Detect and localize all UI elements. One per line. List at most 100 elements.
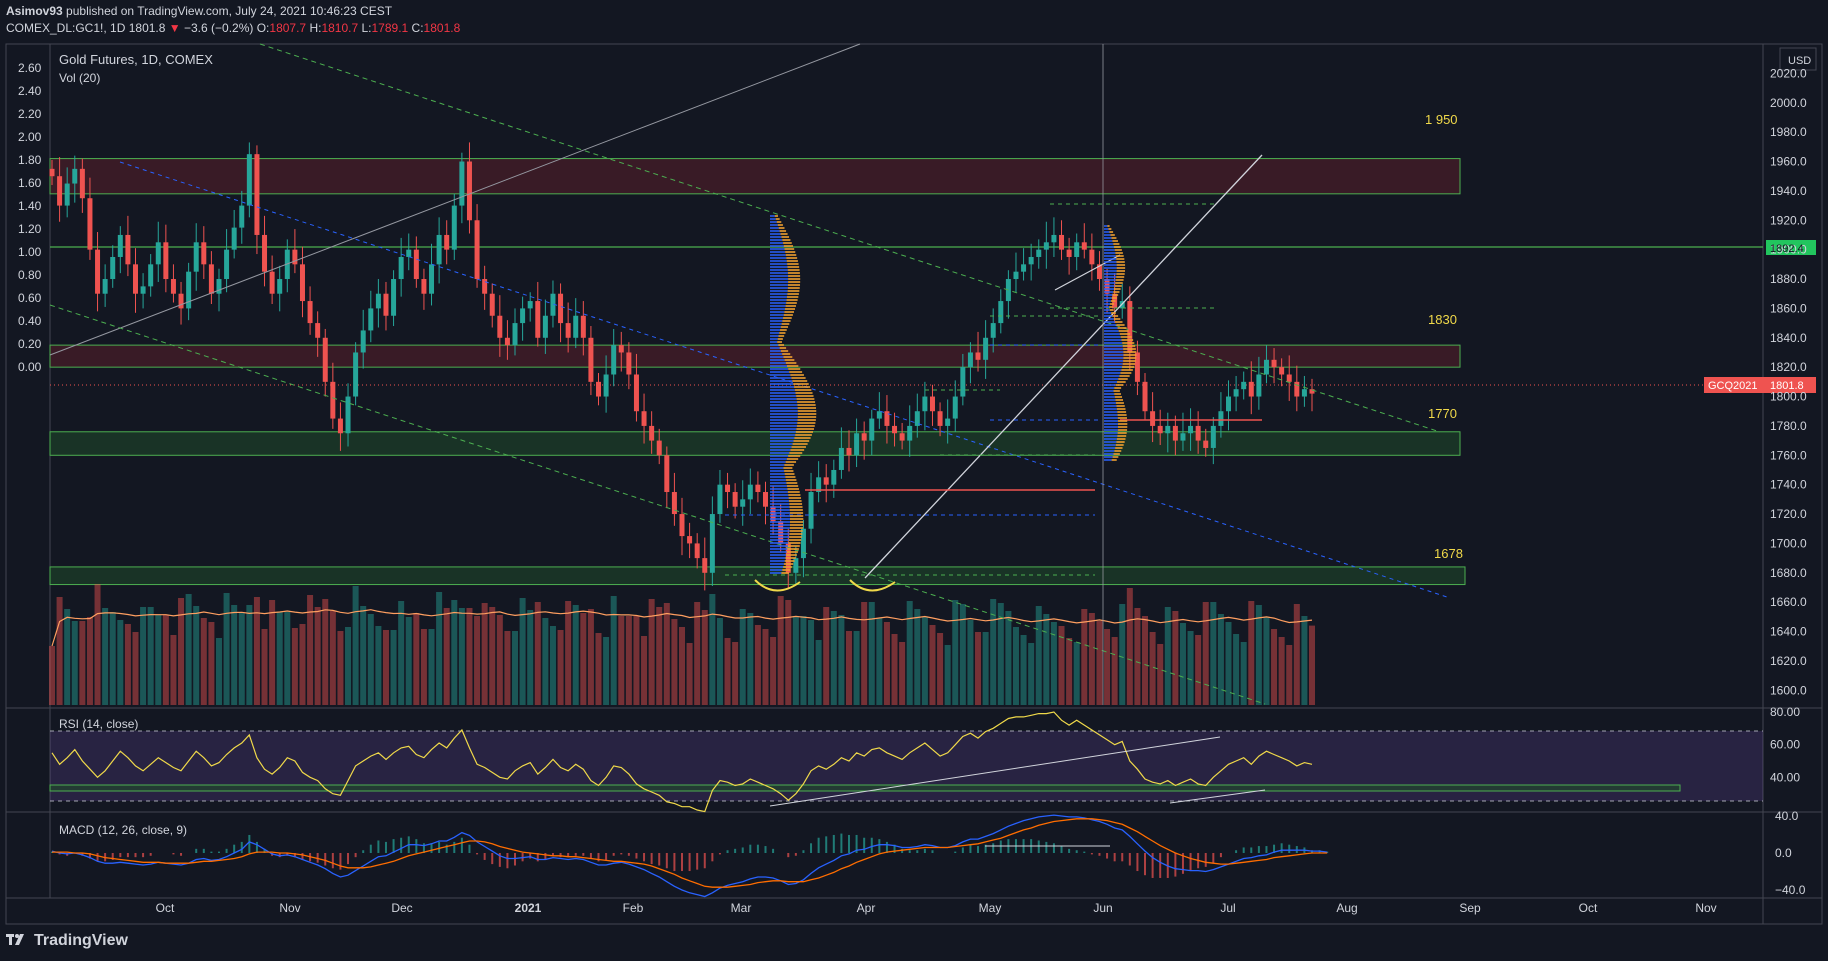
- ohlc-line: COMEX_DL:GC1!, 1D 1801.8 ▼ −3.6 (−0.2%) …: [6, 21, 460, 35]
- candle-body: [474, 220, 480, 280]
- candle-body: [770, 506, 776, 522]
- profile-bar: [770, 533, 790, 535]
- profile-bar: [790, 374, 804, 376]
- profile-bar: [784, 464, 794, 466]
- candle-body: [937, 411, 943, 426]
- candle-body: [132, 264, 138, 294]
- profile-bar: [1104, 357, 1124, 359]
- candle-body: [1256, 374, 1262, 397]
- profile-bar: [789, 506, 803, 508]
- volume-tick-label: 0.80: [18, 268, 42, 282]
- volume-bar: [1119, 604, 1126, 705]
- volume-bar: [337, 631, 344, 705]
- profile-bar: [1112, 294, 1119, 296]
- profile-bar: [770, 392, 796, 394]
- candle-body: [307, 301, 313, 324]
- profile-bar: [1104, 366, 1123, 368]
- profile-bar: [1104, 405, 1117, 407]
- profile-bar: [1117, 429, 1128, 431]
- volume-bar: [1301, 616, 1308, 705]
- profile-bar: [797, 410, 817, 412]
- profile-bar: [770, 548, 788, 550]
- profile-bar: [1104, 321, 1116, 323]
- profile-bar: [770, 557, 786, 559]
- profile-bar: [783, 242, 792, 244]
- support-zone-1770: [49, 431, 1461, 456]
- profile-bar: [770, 254, 786, 256]
- volume-bar: [1012, 627, 1019, 705]
- profile-bar: [770, 539, 789, 541]
- profile-bar: [1115, 255, 1124, 257]
- candle-body: [952, 396, 958, 419]
- volume-bar: [155, 615, 162, 705]
- profile-bar: [1104, 330, 1119, 332]
- candle-body: [1096, 264, 1102, 280]
- profile-bar: [783, 563, 794, 565]
- price-tick-label: 1780.0: [1770, 419, 1807, 433]
- candle-body: [960, 367, 966, 397]
- candle-body: [413, 249, 419, 280]
- volume-bar: [937, 633, 944, 705]
- profile-bar: [1115, 444, 1124, 446]
- profile-bar: [1116, 408, 1126, 410]
- volume-bar: [1210, 602, 1217, 705]
- candle-body: [216, 279, 222, 294]
- profile-bar: [777, 341, 782, 343]
- profile-bar: [781, 236, 790, 238]
- candle-body: [193, 242, 199, 272]
- volume-bar: [1073, 642, 1080, 705]
- volume-bar: [1111, 637, 1118, 705]
- volume-bar: [1043, 614, 1050, 705]
- profile-bar: [780, 350, 789, 352]
- profile-bar: [785, 254, 797, 256]
- profile-bar: [1109, 306, 1113, 308]
- profile-bar: [770, 452, 790, 454]
- volume-bar: [1035, 606, 1042, 705]
- price-tick-label: 1680.0: [1770, 566, 1807, 580]
- profile-bar: [770, 245, 784, 247]
- volume-bar: [512, 631, 519, 705]
- candle-body: [861, 433, 867, 441]
- profile-bar: [770, 446, 792, 448]
- volume-bar: [79, 621, 86, 705]
- time-tick-label: Jul: [1220, 901, 1235, 915]
- profile-bar: [1104, 345, 1123, 347]
- candle-body: [1195, 425, 1201, 441]
- profile-bar: [786, 296, 799, 298]
- profile-bar: [1109, 309, 1114, 311]
- profile-bar: [1104, 318, 1114, 320]
- volume-bar: [1058, 626, 1065, 705]
- profile-bar: [1116, 261, 1125, 263]
- candle-body: [990, 323, 996, 338]
- profile-bar: [770, 491, 788, 493]
- profile-bar: [1104, 384, 1116, 386]
- profile-bar: [1115, 321, 1123, 323]
- candle-body: [603, 374, 609, 397]
- candle-body: [330, 381, 336, 419]
- candle-body: [671, 492, 677, 515]
- price-tick-label: 2020.0: [1770, 66, 1807, 80]
- profile-bar: [1104, 447, 1116, 449]
- profile-bar: [794, 386, 811, 388]
- profile-bar: [1104, 354, 1124, 356]
- resistance-zone-1830: [49, 344, 1461, 368]
- profile-bar: [1104, 327, 1118, 329]
- profile-bar: [783, 356, 793, 358]
- high-label: H:: [309, 21, 322, 35]
- volume-bar: [1286, 645, 1293, 705]
- candle-body: [1301, 389, 1307, 397]
- candle-body: [808, 492, 814, 529]
- unit-box: [1779, 47, 1817, 71]
- profile-bar: [784, 248, 795, 250]
- profile-bar: [1104, 285, 1115, 287]
- close-label: C:: [411, 21, 424, 35]
- profile-bar: [1110, 234, 1115, 236]
- volume-bar: [754, 625, 761, 705]
- candle-body: [694, 543, 700, 559]
- candle-body: [110, 256, 116, 280]
- price-tick-label: 1960.0: [1770, 155, 1807, 169]
- profile-bar: [794, 437, 811, 439]
- profile-bar: [1104, 294, 1113, 296]
- volume-bar: [458, 608, 465, 705]
